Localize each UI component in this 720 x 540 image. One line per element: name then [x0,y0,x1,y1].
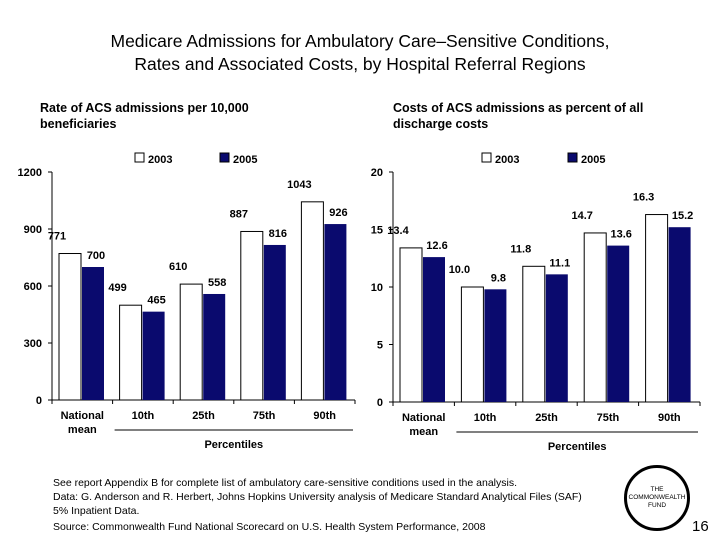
y-tick-label: 20 [371,167,383,179]
bar-2005 [607,245,630,402]
bar-2003 [300,201,324,401]
page-number: 16 [692,518,709,535]
data-label: 16.3 [633,192,654,204]
title-line-2: Rates and Associated Costs, by Hospital … [134,54,586,74]
bar-2005 [263,244,286,400]
x-tick-label: 25th [192,410,215,422]
x-tick-label: National [402,412,445,424]
footnotes: See report Appendix B for complete list … [53,476,582,518]
y-tick-label: 0 [36,395,42,407]
y-tick-label: 900 [24,224,42,236]
bar-2005 [324,224,347,400]
bar-2003 [583,232,607,403]
commonwealth-fund-logo: THE COMMONWEALTH FUND [624,465,690,531]
bar-2003 [179,283,203,401]
data-label: 11.8 [510,243,531,255]
percentiles-label: Percentiles [548,441,607,453]
bar-2003 [460,286,484,403]
bar-2005 [668,227,691,402]
data-label: 11.1 [549,257,570,269]
y-tick-label: 15 [371,225,383,237]
data-label: 926 [329,207,347,219]
data-label: 14.7 [571,210,592,222]
left-chart-subtitle: Rate of ACS admissions per 10,000 benefi… [40,101,249,131]
data-label: 610 [169,261,187,273]
x-tick-label: 75th [597,412,620,424]
y-tick-label: 1200 [18,167,42,179]
data-label: 700 [87,250,105,262]
data-label: 1043 [287,179,311,191]
logo-text: THE COMMONWEALTH FUND [628,486,686,509]
slide-title: Medicare Admissions for Ambulatory Care–… [0,30,720,76]
legend-swatch-2005 [567,152,578,163]
x-tick-label: mean [409,426,438,438]
x-tick-label: 90th [658,412,681,424]
data-label: 771 [48,231,66,243]
bar-2003 [522,265,546,403]
data-label: 9.8 [491,272,506,284]
data-label: 816 [269,228,287,240]
data-label: 15.2 [672,210,693,222]
legend-label-2005: 2005 [581,154,605,166]
legend-label-2003: 2003 [495,154,519,166]
data-label: 13.4 [387,225,409,237]
title-line-1: Medicare Admissions for Ambulatory Care–… [110,31,610,51]
legend-swatch-2003 [481,152,492,163]
legend-swatch-2003 [134,152,145,163]
y-tick-label: 600 [24,281,42,293]
bar-2003 [399,247,423,403]
note-2: Data: G. Anderson and R. Herbert, Johns … [53,491,582,503]
data-label: 12.6 [426,240,447,252]
legend-swatch-2005 [219,152,230,163]
legend-label-2003: 2003 [148,154,172,166]
data-label: 887 [230,208,248,220]
y-tick-label: 0 [377,397,383,409]
bar-2005 [545,274,568,402]
x-tick-label: 10th [132,410,155,422]
bar-2005 [423,257,445,402]
bar-2005 [82,267,104,400]
note-3: 5% Inpatient Data. [53,505,140,517]
source-note: Source: Commonwealth Fund National Score… [53,521,486,533]
y-tick-label: 300 [24,338,42,350]
right-chart-subtitle: Costs of ACS admissions as percent of al… [393,101,644,131]
x-tick-label: National [61,410,104,422]
legend-label-2005: 2005 [233,154,257,166]
data-label: 558 [208,277,226,289]
x-tick-label: 75th [253,410,276,422]
x-tick-label: 10th [474,412,497,424]
bar-2005 [203,293,226,400]
x-tick-label: mean [68,424,97,436]
percentiles-label: Percentiles [204,439,263,451]
x-tick-label: 90th [313,410,336,422]
data-label: 499 [108,282,126,294]
note-1: See report Appendix B for complete list … [53,477,517,489]
x-tick-label: 25th [535,412,558,424]
bar-2005 [484,289,507,402]
data-label: 10.0 [449,264,470,276]
bar-2005 [142,311,165,400]
y-tick-label: 10 [371,282,383,294]
y-tick-label: 5 [377,340,383,352]
bar-2003 [58,253,82,401]
bar-2003 [645,214,669,403]
bar-2003 [119,304,143,401]
data-label: 13.6 [610,229,631,241]
data-label: 465 [147,295,165,307]
bar-2003 [240,230,264,401]
